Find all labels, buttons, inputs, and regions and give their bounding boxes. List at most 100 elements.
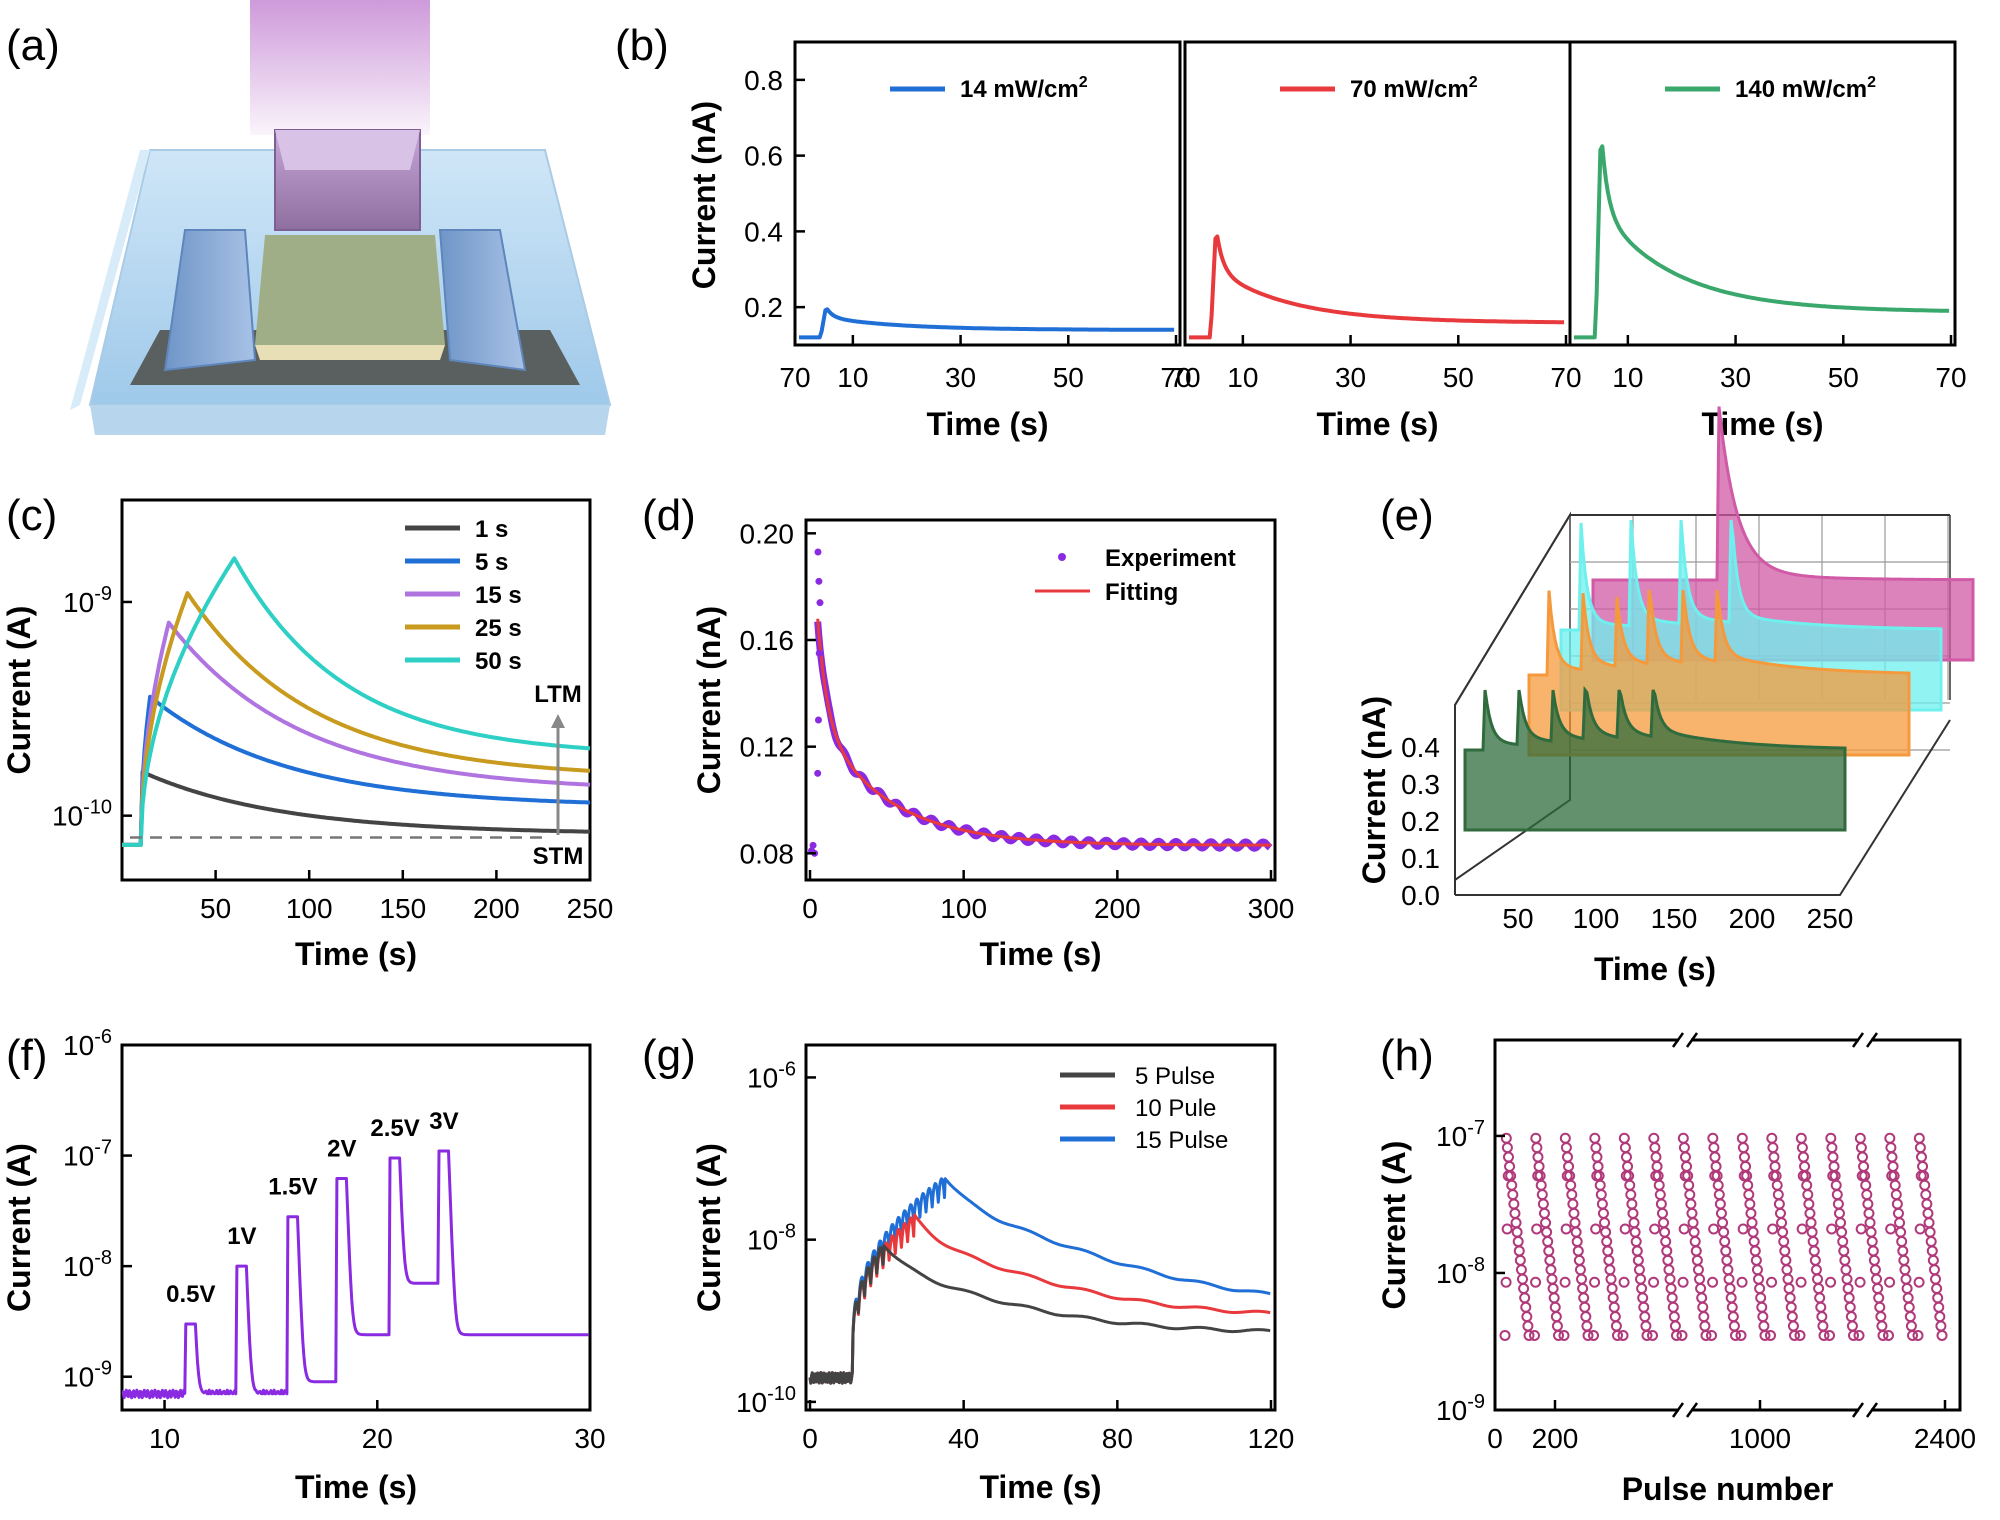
data-point: [1633, 1264, 1645, 1276]
data-point: [1546, 1273, 1558, 1285]
data-point: [1678, 1142, 1690, 1154]
voltage-label: 2.5V: [370, 1115, 419, 1142]
plot-frame: [1568, 40, 1957, 347]
data-point: [1721, 1254, 1733, 1266]
data-point: [1553, 1329, 1564, 1341]
y-tick-label: 10-9: [63, 583, 112, 618]
data-point: [1837, 1236, 1849, 1248]
data-point: [1913, 1276, 1925, 1288]
axis-break-gap: [1859, 1036, 1871, 1044]
y-tick-label: 0.8: [744, 65, 783, 96]
data-point: [1898, 1254, 1910, 1266]
axis-break-mark: [1671, 1032, 1685, 1048]
data-point: [1545, 1264, 1557, 1276]
data-point: [1826, 1223, 1838, 1235]
data-point: [1588, 1329, 1599, 1341]
plot-frame: [120, 498, 592, 882]
data-point: [1854, 1132, 1866, 1144]
data-point: [1723, 1273, 1735, 1285]
data-point: [1871, 1273, 1883, 1285]
legend-label: 14 mW/cm2: [960, 74, 1088, 103]
data-point: [1685, 1198, 1697, 1210]
series-line: [121, 694, 591, 847]
x-tick-label: 70: [1935, 362, 1966, 393]
voltage-label: 3V: [429, 1108, 458, 1135]
data-point: [1707, 1132, 1719, 1144]
y-axis-label: Current (nA): [1356, 696, 1392, 884]
x-tick-label: 120: [1248, 1423, 1295, 1454]
axis-break-gap: [1859, 1406, 1871, 1414]
data-point: [1523, 1329, 1535, 1341]
data-point: [1664, 1273, 1676, 1285]
data-point: [1687, 1217, 1699, 1229]
y-tick-label: 0.0: [1401, 880, 1440, 911]
data-point: [1683, 1179, 1695, 1191]
data-point: [1720, 1245, 1732, 1257]
data-point: [1509, 1207, 1521, 1219]
x-axis-label: Time (s): [979, 1469, 1101, 1505]
data-point: [1671, 1329, 1682, 1341]
x-tick-label: 2400: [1914, 1423, 1976, 1454]
legend-label: 140 mW/cm2: [1735, 74, 1876, 103]
x-tick-label: 80: [1102, 1423, 1133, 1454]
data-point: [1559, 1276, 1571, 1288]
x-tick-label: 200: [1729, 903, 1776, 934]
panel-label-e: (e): [1380, 491, 1434, 540]
x-tick-label: 70: [1550, 362, 1581, 393]
data-point: [1500, 1276, 1512, 1288]
data-point: [1868, 1254, 1880, 1266]
data-point: [1522, 1320, 1534, 1332]
x-tick-label: 50: [1502, 903, 1533, 934]
plot-frame: [804, 1043, 1277, 1412]
data-point: [1728, 1320, 1740, 1332]
data-point: [1747, 1226, 1759, 1238]
data-point: [1771, 1179, 1783, 1191]
data-point: [1514, 1254, 1526, 1266]
data-point: [1648, 1276, 1660, 1288]
data-point: [1765, 1329, 1776, 1341]
data-point: [1776, 1217, 1788, 1229]
data-point: [1499, 1329, 1511, 1341]
data-point: [1625, 1189, 1637, 1201]
data-point: [1796, 1223, 1808, 1235]
x-tick-label: 30: [1335, 362, 1366, 393]
data-point: [1618, 1132, 1630, 1144]
data-point: [1784, 1292, 1796, 1304]
data-point: [1636, 1282, 1648, 1294]
fitting-line: [816, 618, 1271, 847]
data-point: [1807, 1236, 1819, 1248]
data-point: [1678, 1223, 1690, 1235]
data-point: [1753, 1273, 1765, 1285]
data-point: [1568, 1207, 1580, 1219]
data-point: [1692, 1264, 1704, 1276]
data-point: [1694, 1273, 1706, 1285]
data-point: [1806, 1226, 1818, 1238]
data-point: [1649, 1142, 1661, 1154]
axis-break-gap: [1679, 1036, 1691, 1044]
data-point: [1758, 1320, 1770, 1332]
data-point: [1864, 1217, 1876, 1229]
x-tick-label: 200: [473, 893, 520, 924]
data-point: [1576, 1273, 1588, 1285]
y-tick-label: 0.12: [740, 732, 795, 763]
x-tick-label: 1000: [1729, 1423, 1791, 1454]
data-point: [1922, 1207, 1934, 1219]
data-point: [1592, 1160, 1604, 1172]
data-point: [1519, 1292, 1531, 1304]
data-point: [1840, 1264, 1852, 1276]
x-axis-label: Time (s): [295, 1469, 417, 1505]
data-point: [1504, 1160, 1516, 1172]
y-axis-label: Current (A): [1, 1143, 37, 1312]
data-point: [1696, 1292, 1708, 1304]
data-point: [1628, 1217, 1640, 1229]
series-line: [808, 1244, 1271, 1385]
data-point: [1521, 1311, 1533, 1323]
data-point: [1825, 1276, 1837, 1288]
data-point: [1842, 1282, 1854, 1294]
series-line: [808, 1213, 1271, 1385]
legend-label: Fitting: [1105, 579, 1178, 606]
experiment-point: [814, 769, 822, 777]
data-point: [1726, 1301, 1738, 1313]
data-point: [1932, 1292, 1944, 1304]
substrate-edge: [90, 405, 610, 435]
